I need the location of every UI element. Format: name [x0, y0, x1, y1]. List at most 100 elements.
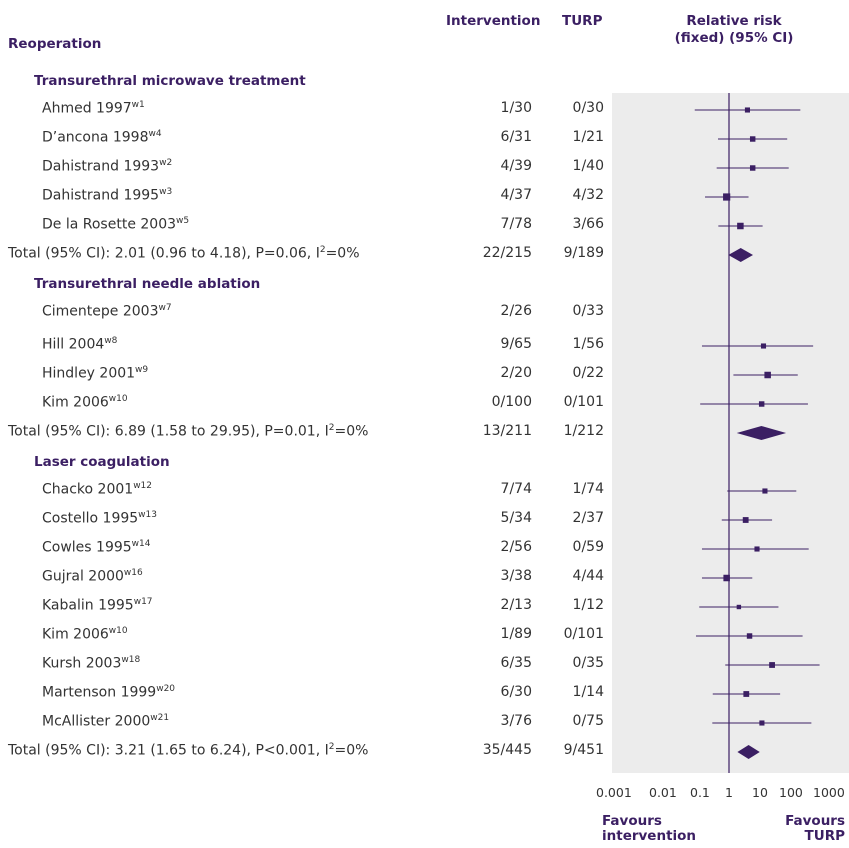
intervention-total: 22/215 — [482, 245, 532, 261]
study-estimate-square — [769, 662, 775, 668]
turp-total: 1/212 — [563, 423, 604, 439]
study-row-label: McAllister 2000w21 — [42, 713, 170, 730]
turp-total: 9/189 — [563, 245, 604, 261]
turp-count: 3/66 — [572, 216, 604, 232]
group-heading-microwave: Transurethral microwave treatment — [34, 73, 306, 89]
study-row-label: Cimentepe 2003w7 — [42, 303, 172, 320]
intervention-count: 5/34 — [500, 510, 532, 526]
axis-tick-label: 0.01 — [649, 785, 677, 800]
group-heading-laser-coagulation: Laser coagulation — [34, 454, 170, 470]
study-estimate-square — [737, 222, 744, 230]
study-estimate-square — [723, 193, 731, 201]
turp-count: 1/14 — [572, 684, 604, 700]
study-row-label: Kim 2006w10 — [42, 626, 128, 643]
study-row-label: Cowles 1995w14 — [42, 539, 151, 556]
study-estimate-square — [743, 691, 750, 697]
intervention-count: 1/89 — [500, 626, 532, 642]
intervention-count: 3/76 — [500, 713, 532, 729]
turp-count: 1/56 — [572, 336, 604, 352]
rr-column-header-line1: Relative risk — [686, 13, 782, 29]
intervention-count: 7/78 — [500, 216, 532, 232]
axis-tick-label: 100 — [779, 785, 803, 800]
turp-count: 0/22 — [572, 365, 604, 381]
turp-count: 0/30 — [572, 100, 604, 116]
pooled-estimate-diamond — [736, 426, 787, 440]
outcome-heading: Reoperation — [8, 36, 102, 52]
study-row-label: Chacko 2001w12 — [42, 481, 153, 498]
turp-count: 1/21 — [572, 129, 604, 145]
study-row-label: Costello 1995w13 — [42, 510, 157, 527]
study-estimate-square — [754, 546, 760, 552]
study-row-label: De la Rosette 2003w5 — [42, 216, 190, 233]
favours-turp-label: Favours TURP — [785, 813, 845, 844]
intervention-count: 6/35 — [500, 655, 532, 671]
study-row-label: Hill 2004w8 — [42, 336, 118, 353]
study-estimate-square — [749, 165, 756, 171]
turp-total: 9/451 — [563, 742, 604, 758]
intervention-count: 6/31 — [500, 129, 532, 145]
intervention-count: 3/38 — [500, 568, 532, 584]
favours-intervention-label: Favours intervention — [602, 813, 697, 844]
total-row-label: Total (95% CI): 6.89 (1.58 to 29.95), P=… — [8, 423, 369, 440]
intervention-count: 4/37 — [500, 187, 532, 203]
intervention-count: 0/100 — [491, 394, 532, 410]
study-row-label: Ahmed 1997w1 — [42, 100, 145, 117]
turp-count: 2/37 — [572, 510, 604, 526]
study-row-label: Kabalin 1995w17 — [42, 597, 153, 614]
turp-count: 0/75 — [572, 713, 604, 729]
axis-tick-label: 1000 — [813, 785, 845, 800]
turp-count: 0/59 — [572, 539, 604, 555]
study-estimate-square — [742, 517, 749, 523]
total-row-label: Total (95% CI): 3.21 (1.65 to 6.24), P<0… — [8, 742, 369, 759]
axis-tick-label: 1 — [725, 785, 733, 800]
plot-panel — [612, 93, 849, 773]
group-heading-needle-ablation: Transurethral needle ablation — [34, 276, 261, 292]
study-estimate-square — [749, 136, 756, 142]
turp-count: 1/74 — [572, 481, 604, 497]
intervention-column-header: Intervention — [446, 13, 541, 29]
axis-tick-label: 0.1 — [690, 785, 710, 800]
study-estimate-square — [759, 720, 765, 726]
study-row-label: Dahistrand 1993w2 — [42, 158, 173, 175]
intervention-count: 2/13 — [500, 597, 532, 613]
study-estimate-square — [736, 604, 742, 610]
study-row-label: Kim 2006w10 — [42, 394, 128, 411]
rr-column-header-line2: (fixed) (95% CI) — [674, 30, 794, 46]
intervention-count: 2/26 — [500, 303, 532, 319]
intervention-count: 9/65 — [500, 336, 532, 352]
turp-count: 1/12 — [572, 597, 604, 613]
study-estimate-square — [764, 371, 771, 379]
intervention-count: 2/20 — [500, 365, 532, 381]
turp-count: 0/101 — [563, 394, 604, 410]
turp-count: 1/40 — [572, 158, 604, 174]
intervention-count: 2/56 — [500, 539, 532, 555]
turp-count: 4/32 — [572, 187, 604, 203]
study-estimate-square — [723, 574, 730, 582]
study-estimate-square — [758, 401, 765, 407]
study-estimate-square — [744, 107, 750, 113]
axis-tick-label: 0.001 — [596, 785, 632, 800]
study-row-label: D’ancona 1998w4 — [42, 129, 162, 146]
study-row-label: Dahistrand 1995w3 — [42, 187, 173, 204]
study-estimate-square — [746, 633, 753, 639]
total-row-label: Total (95% CI): 2.01 (0.96 to 4.18), P=0… — [8, 245, 360, 262]
pooled-estimate-diamond — [728, 248, 754, 262]
study-row-label: Kursh 2003w18 — [42, 655, 141, 672]
intervention-count: 1/30 — [500, 100, 532, 116]
intervention-count: 4/39 — [500, 158, 532, 174]
intervention-count: 7/74 — [500, 481, 532, 497]
turp-column-header: TURP — [562, 13, 603, 29]
study-estimate-square — [762, 488, 768, 494]
turp-count: 0/33 — [572, 303, 604, 319]
study-row-label: Gujral 2000w16 — [42, 568, 143, 585]
intervention-count: 6/30 — [500, 684, 532, 700]
turp-count: 0/35 — [572, 655, 604, 671]
axis-tick-label: 10 — [752, 785, 768, 800]
intervention-total: 35/445 — [482, 742, 532, 758]
study-row-label: Hindley 2001w9 — [42, 365, 149, 382]
intervention-total: 13/211 — [482, 423, 532, 439]
study-estimate-square — [760, 343, 767, 349]
turp-count: 0/101 — [563, 626, 604, 642]
study-row-label: Martenson 1999w20 — [42, 684, 176, 701]
